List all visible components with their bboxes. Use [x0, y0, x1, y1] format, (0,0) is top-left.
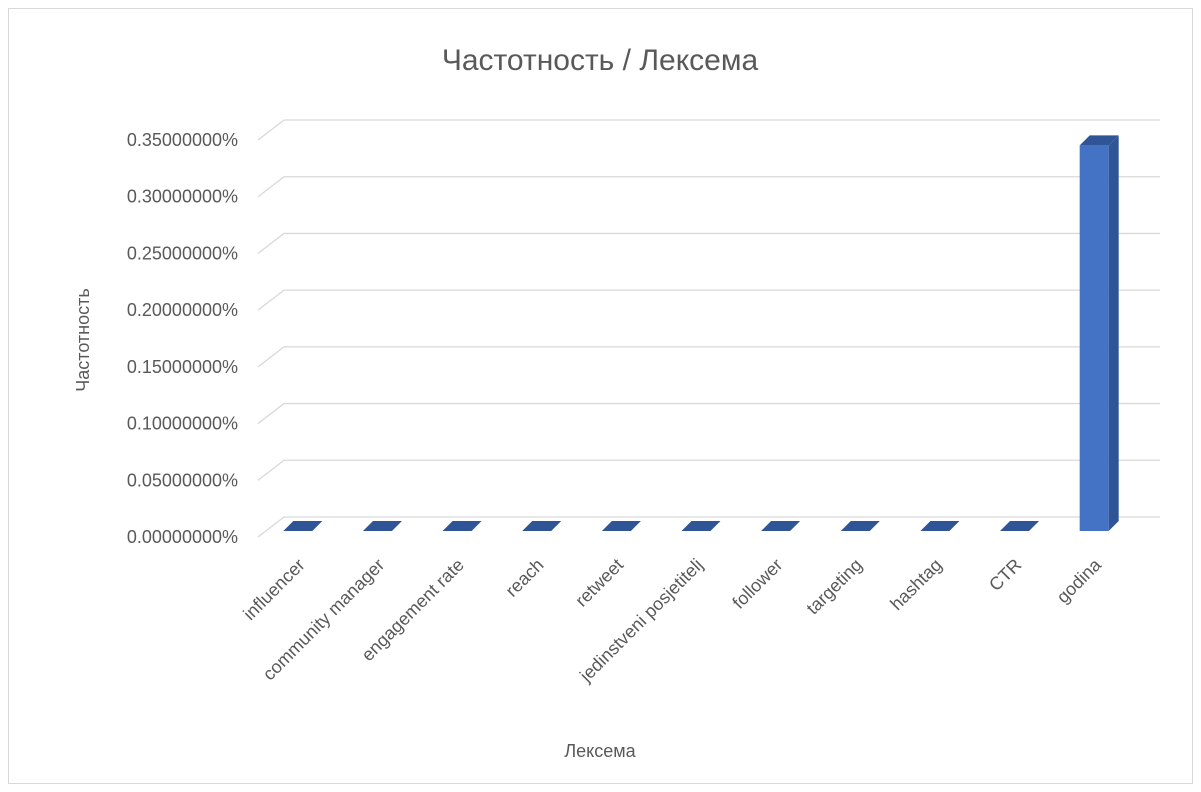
chart-title: Частотность / Лексема [442, 44, 759, 77]
y-tick-label: 0.05000000% [127, 470, 238, 490]
x-tick-label: hashtag [886, 555, 945, 614]
bar [920, 521, 960, 531]
bars [283, 135, 1119, 532]
gridline [257, 176, 1160, 198]
bar [283, 521, 323, 531]
x-tick-label: follower [728, 555, 786, 613]
bar [362, 521, 402, 531]
gridline [257, 346, 1160, 368]
y-tick-label: 0.35000000% [127, 130, 238, 150]
bar [1000, 521, 1040, 531]
bar-top [920, 521, 960, 531]
gridline [257, 289, 1160, 311]
x-tick-label: targeting [802, 555, 866, 619]
y-tick-label: 0.25000000% [127, 243, 238, 263]
y-tick-label: 0.00000000% [127, 527, 238, 547]
x-tick-label: influencer [239, 555, 308, 624]
gridlines [257, 119, 1160, 538]
bar [761, 521, 801, 531]
y-tick-label: 0.30000000% [127, 187, 238, 207]
bar-top [1079, 135, 1119, 146]
x-tick-label: godina [1053, 554, 1106, 607]
gridline [257, 232, 1160, 254]
bar-side [1108, 135, 1119, 532]
x-tick-label: reach [502, 555, 548, 601]
y-tick-label: 0.20000000% [127, 300, 238, 320]
bar [442, 521, 482, 531]
gridline [257, 402, 1160, 425]
bar-top [681, 521, 721, 531]
bar-top [1000, 521, 1040, 531]
gridline [257, 119, 1160, 141]
bar [1079, 135, 1119, 532]
bar [840, 521, 880, 531]
bar-top [362, 521, 402, 531]
x-tick-label: CTR [985, 555, 1025, 595]
y-axis-ticks: 0.00000000% 0.05000000% 0.10000000% 0.15000… [127, 130, 238, 547]
x-axis-title: Лексема [564, 741, 636, 761]
bar-top [442, 521, 482, 531]
bar [681, 521, 721, 531]
gridline [257, 459, 1160, 481]
gridline [257, 516, 1160, 538]
y-axis-title: Частотность [73, 288, 93, 391]
bar-top [840, 521, 880, 531]
bar-front [1079, 145, 1109, 532]
bar-top [283, 521, 323, 531]
chart-area [8, 8, 1193, 784]
y-tick-label: 0.15000000% [127, 357, 238, 377]
bar [522, 521, 562, 531]
x-tick-label: retweet [571, 555, 627, 611]
y-tick-label: 0.10000000% [127, 414, 238, 434]
bar [601, 521, 641, 531]
bar-top [522, 521, 562, 531]
bar-top [761, 521, 801, 531]
bar-top [601, 521, 641, 531]
